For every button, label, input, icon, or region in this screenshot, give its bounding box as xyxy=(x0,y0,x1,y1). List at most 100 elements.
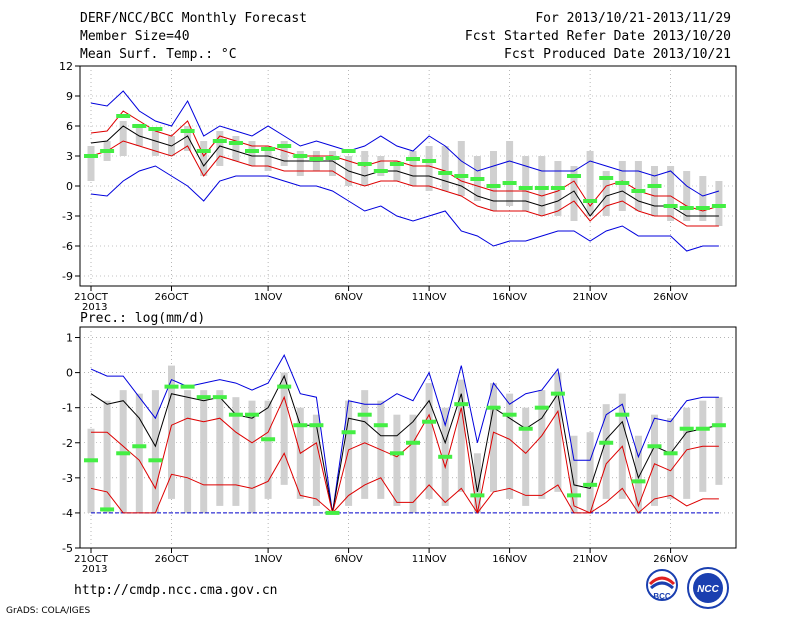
p1-observed-marker xyxy=(711,204,726,208)
p1-series-upper-spread xyxy=(90,110,720,212)
p2-observed-marker xyxy=(534,405,549,410)
p2-observed-marker xyxy=(406,440,420,445)
p1-ytick-label: 9 xyxy=(66,90,73,103)
p1-observed-marker xyxy=(245,149,259,153)
p2-observed-marker xyxy=(583,482,598,487)
p1-observed-marker xyxy=(663,204,678,208)
p2-box xyxy=(135,393,143,513)
p2-box xyxy=(683,407,691,499)
grads-credit: GrADS: COLA/IGES xyxy=(6,606,91,616)
p2-observed-marker xyxy=(293,423,308,428)
p1-observed-marker xyxy=(534,186,549,190)
p2-observed-marker xyxy=(196,395,211,400)
p2-observed-marker xyxy=(132,444,147,449)
p2-series-mean xyxy=(90,374,720,513)
p1-xtick-label: 26NOV xyxy=(653,292,688,303)
p1-xtick-label: 16NOV xyxy=(492,292,527,303)
p2-observed-marker xyxy=(389,451,404,456)
p2-box xyxy=(393,414,401,506)
p2-observed-marker xyxy=(711,423,726,428)
p1-observed-marker xyxy=(309,157,324,161)
p2-ytick-label: -5 xyxy=(62,542,73,555)
p1-observed-marker xyxy=(341,149,356,153)
p2-box xyxy=(425,383,433,499)
p1-ytick-label: 6 xyxy=(66,120,73,133)
p2-observed-marker xyxy=(341,430,356,435)
p1-series-lower-spread xyxy=(90,140,719,227)
p1-xtick-label: 11NOV xyxy=(412,292,447,303)
ncc-logo: NCC xyxy=(687,567,729,609)
p1-observed-marker xyxy=(277,144,292,148)
p2-xtick-label: 26OCT xyxy=(155,554,190,565)
p1-box xyxy=(329,151,336,176)
p2-observed-marker xyxy=(470,493,485,498)
p1-observed-marker xyxy=(84,154,98,158)
p1-box xyxy=(506,141,514,206)
p1-box xyxy=(361,151,369,186)
p1-observed-marker xyxy=(228,141,243,145)
p2-observed-marker xyxy=(116,451,131,456)
p1-box xyxy=(248,141,256,166)
p2-box xyxy=(232,397,240,506)
p2-box xyxy=(667,418,675,499)
produced-date-label: Fcst Produced Date 2013/10/21 xyxy=(504,47,731,62)
p2-box xyxy=(473,453,481,513)
p2-xtick-label: 21OCT xyxy=(74,554,109,565)
p1-observed-marker xyxy=(615,181,630,185)
p1-box xyxy=(151,131,159,156)
p2-ytick-label: 0 xyxy=(66,367,73,380)
p1-observed-marker xyxy=(357,162,372,166)
p1-ytick-label: -9 xyxy=(62,270,73,283)
p2-box xyxy=(457,379,465,492)
p2-observed-marker xyxy=(422,419,437,424)
p1-xtick-label: 6NOV xyxy=(334,292,363,303)
p2-box xyxy=(248,400,256,513)
variable-label: Mean Surf. Temp.: °C xyxy=(80,47,237,62)
p2-observed-marker xyxy=(373,423,388,428)
p2-observed-marker xyxy=(663,451,678,456)
p1-observed-marker xyxy=(422,159,437,163)
p1-observed-marker xyxy=(550,186,565,190)
forecast-period-label: For 2013/10/21-2013/11/29 xyxy=(535,11,731,26)
p2-box xyxy=(586,432,594,513)
p2-observed-marker xyxy=(357,412,372,417)
p1-box xyxy=(715,181,723,226)
p2-box xyxy=(87,428,95,513)
p2-observed-marker xyxy=(454,402,469,407)
p2-observed-marker xyxy=(567,493,581,498)
p1-box xyxy=(232,136,240,161)
p2-xtick-label: 26NOV xyxy=(653,554,688,565)
p1-observed-marker xyxy=(261,147,276,151)
p2-observed-marker xyxy=(631,479,646,484)
p1-observed-marker xyxy=(631,189,646,193)
p1-observed-marker xyxy=(325,156,340,160)
p2-xtick-label: 6NOV xyxy=(334,554,363,565)
p1-observed-marker xyxy=(695,206,710,210)
p1-box xyxy=(119,121,127,156)
p2-box xyxy=(538,390,546,499)
p2-box xyxy=(264,400,272,499)
p1-observed-marker xyxy=(212,139,227,143)
p2-observed-marker xyxy=(550,391,565,396)
p1-series-upper-bound xyxy=(90,90,720,197)
p2-ytick-label: -4 xyxy=(62,507,73,520)
p1-box xyxy=(441,146,449,191)
p2-box xyxy=(361,390,369,499)
chart-title: DERF/NCC/BCC Monthly Forecast xyxy=(80,11,307,26)
p1-box xyxy=(570,166,578,221)
p2-box xyxy=(345,400,353,506)
p2-ytick-label: -3 xyxy=(62,472,73,485)
bcc-logo: BCC xyxy=(646,569,678,601)
p2-ytick-label: -1 xyxy=(62,402,73,415)
p2-series-lower-spread xyxy=(90,452,719,514)
p2-box xyxy=(651,414,658,506)
p1-box xyxy=(184,126,192,151)
source-url[interactable]: http://cmdp.ncc.cma.gov.cn xyxy=(74,583,278,598)
p1-box xyxy=(683,171,691,221)
p2-xtick-label: 16NOV xyxy=(492,554,527,565)
p2-observed-marker xyxy=(309,423,324,428)
p2-observed-marker xyxy=(615,412,630,417)
p2-frame xyxy=(79,326,737,549)
p2-box xyxy=(570,435,578,513)
